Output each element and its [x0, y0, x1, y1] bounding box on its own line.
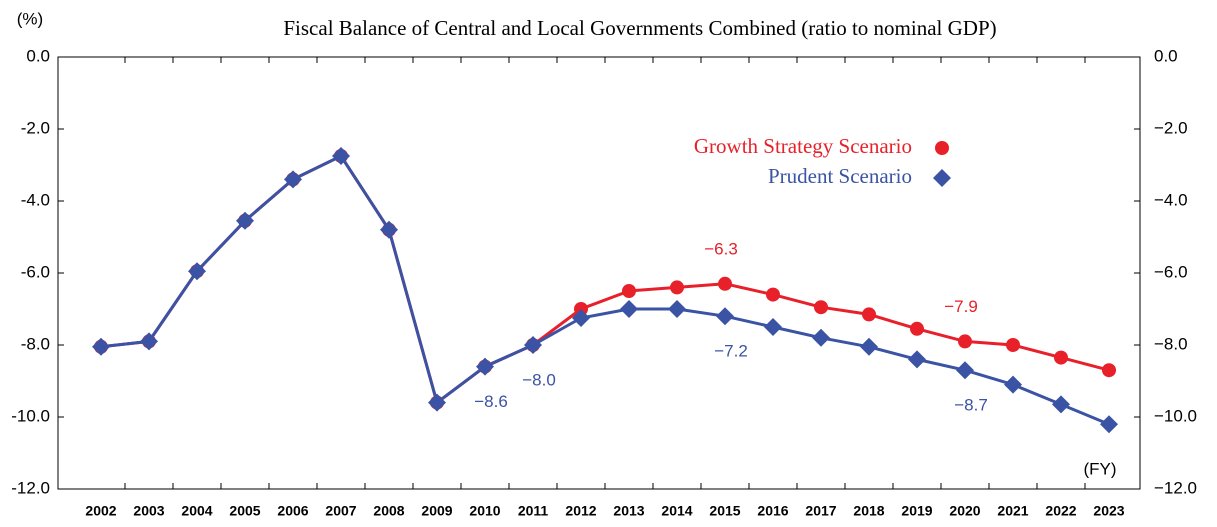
legend-label: Growth Strategy Scenario: [694, 134, 912, 158]
x-tick-label: 2007: [325, 503, 356, 519]
marker: [236, 211, 254, 230]
marker: [1006, 338, 1020, 352]
y2-tick-label: −4.0: [1154, 190, 1188, 209]
x-tick-label: 2017: [805, 503, 836, 519]
marker: [718, 276, 732, 291]
marker: [380, 220, 398, 239]
x-tick-label: 2018: [853, 503, 884, 519]
marker: [910, 321, 924, 336]
marker: [1100, 415, 1118, 434]
marker: [908, 350, 926, 369]
legend-label: Prudent Scenario: [768, 164, 912, 188]
marker: [1102, 363, 1116, 378]
marker: [476, 357, 494, 376]
x-tick-label: 2021: [997, 503, 1028, 519]
x-unit-label: (FY): [1083, 459, 1116, 478]
x-tick-label: 2014: [661, 503, 692, 519]
marker: [1054, 350, 1068, 365]
y2-tick-label: 0.0: [1154, 46, 1178, 65]
marker: [188, 262, 206, 281]
marker: [716, 307, 734, 326]
series-line: [100, 154, 1110, 406]
marker: [670, 280, 684, 295]
y-tick-label: -4.0: [21, 190, 50, 209]
marker: [935, 141, 949, 155]
x-tick-label: 2006: [277, 503, 308, 519]
chart-title: Fiscal Balance of Central and Local Gove…: [283, 16, 996, 40]
x-tick-label: 2011: [518, 503, 549, 519]
data-label: −6.3: [704, 239, 738, 258]
y-tick-label: 0.0: [26, 46, 50, 65]
data-label: −7.9: [944, 297, 978, 316]
marker: [620, 300, 638, 318]
y2-tick-label: −2.0: [1154, 118, 1188, 137]
x-tick-label: 2008: [373, 503, 404, 519]
y2-tick-label: −10.0: [1154, 406, 1197, 425]
x-tick-label: 2004: [181, 503, 212, 519]
x-tick-label: 2002: [85, 503, 116, 519]
x-tick-label: 2015: [709, 503, 740, 519]
marker: [622, 284, 636, 298]
x-tick-label: 2020: [949, 503, 980, 519]
marker: [428, 393, 446, 412]
y-tick-label: -12.0: [11, 478, 50, 497]
x-tick-label: 2023: [1093, 503, 1124, 519]
marker: [860, 337, 878, 356]
marker: [572, 309, 590, 327]
x-tick-label: 2009: [421, 503, 452, 519]
marker: [524, 336, 542, 354]
data-label: −8.7: [954, 396, 988, 415]
marker: [814, 300, 828, 315]
marker: [1052, 395, 1070, 414]
y2-tick-label: −6.0: [1154, 262, 1188, 281]
x-tick-label: 2010: [469, 503, 500, 519]
marker: [332, 147, 350, 165]
marker: [766, 287, 780, 302]
data-label: −7.2: [714, 342, 748, 361]
series-line: [100, 154, 1110, 426]
y2-tick-label: −12.0: [1154, 478, 1197, 497]
plot-frame: [57, 56, 1141, 490]
x-tick-label: 2016: [757, 503, 788, 519]
marker: [284, 170, 302, 189]
marker: [668, 300, 686, 318]
data-label: −8.0: [522, 370, 556, 389]
marker: [862, 307, 876, 322]
x-tick-label: 2022: [1045, 503, 1076, 519]
y-tick-label: -10.0: [11, 406, 50, 425]
marker: [956, 361, 974, 380]
x-tick-label: 2019: [901, 503, 932, 519]
x-tick-label: 2003: [133, 503, 164, 519]
data-label: −8.6: [474, 392, 508, 411]
marker: [92, 337, 110, 356]
y-tick-label: -6.0: [21, 262, 50, 281]
y-unit-label: (%): [17, 9, 43, 28]
marker: [933, 169, 951, 187]
marker: [812, 328, 830, 347]
y2-tick-label: −8.0: [1154, 334, 1188, 353]
y-tick-label: -2.0: [21, 118, 50, 137]
marker: [764, 318, 782, 336]
x-tick-label: 2005: [229, 503, 260, 519]
marker: [140, 332, 158, 351]
marker: [958, 334, 972, 349]
y-tick-label: -8.0: [21, 334, 50, 353]
x-tick-label: 2012: [565, 503, 596, 519]
x-tick-label: 2013: [613, 503, 644, 519]
marker: [1004, 375, 1022, 394]
